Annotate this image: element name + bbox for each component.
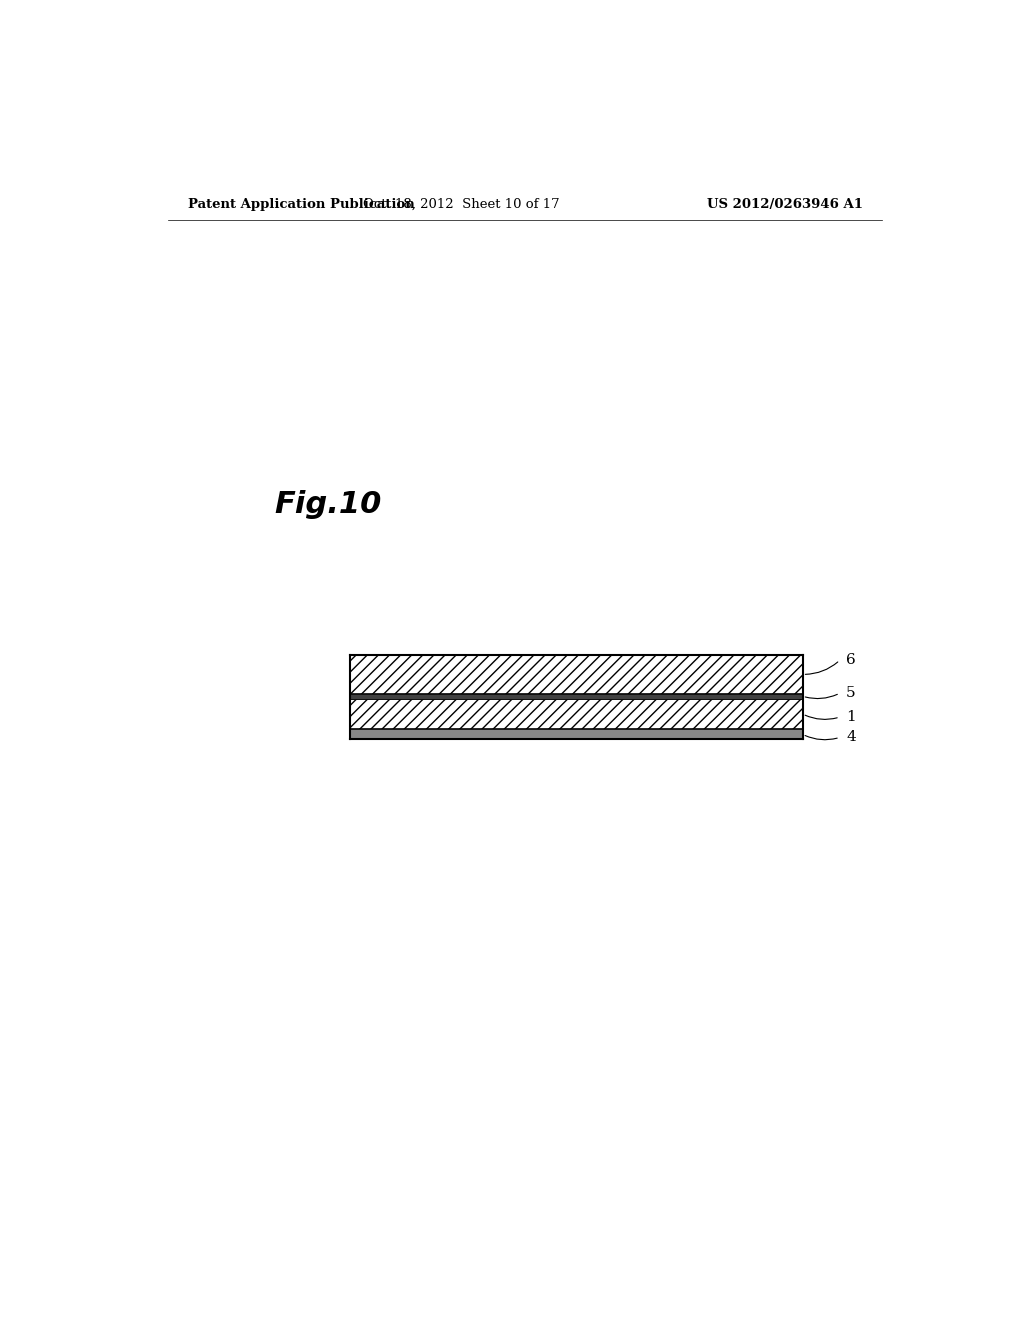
Bar [350, 655, 803, 694]
Text: Patent Application Publication: Patent Application Publication [187, 198, 415, 211]
Text: 1: 1 [846, 710, 856, 725]
Bar [350, 729, 803, 739]
Text: 6: 6 [846, 653, 856, 667]
Text: 4: 4 [846, 730, 856, 744]
Text: 5: 5 [846, 686, 856, 700]
Text: Fig.10: Fig.10 [274, 491, 382, 519]
Text: US 2012/0263946 A1: US 2012/0263946 A1 [708, 198, 863, 211]
Text: Oct. 18, 2012  Sheet 10 of 17: Oct. 18, 2012 Sheet 10 of 17 [362, 198, 560, 211]
Bar [350, 694, 803, 698]
Bar [350, 698, 803, 729]
